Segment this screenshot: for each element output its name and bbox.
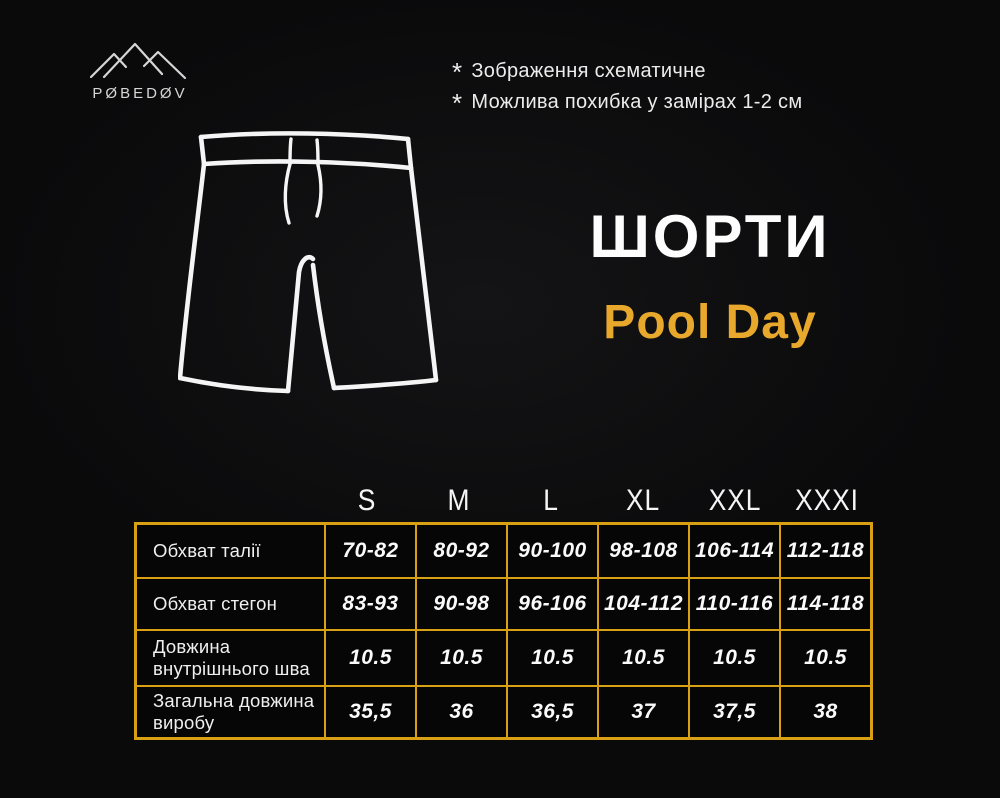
cell-value: 83-93 [326, 579, 415, 629]
note-line: * Можлива похибка у замірах 1-2 см [452, 88, 803, 119]
note-text: Зображення схематичне [471, 60, 706, 82]
row-label: Обхват стегон [137, 579, 324, 629]
size-header-row: S M L XL XXL XXXI [134, 478, 873, 518]
brand-name: PØBEDØV [92, 85, 188, 102]
size-column-header: M [447, 484, 471, 517]
title-block: ШОРТИ Pool Day [540, 202, 880, 350]
size-column-header: S [357, 484, 377, 517]
product-name-subtitle: Pool Day [603, 296, 817, 349]
cell-value: 36 [417, 687, 506, 737]
cell-value: 112-118 [781, 525, 870, 577]
size-table: Обхват талії 70-82 80-92 90-100 98-108 106-11… [134, 522, 873, 740]
size-column-header: XXL [708, 484, 762, 517]
cell-value: 37,5 [690, 687, 779, 737]
size-column-header: XL [625, 484, 661, 517]
cell-value: 90-100 [508, 525, 597, 577]
cell-value: 104-112 [599, 579, 688, 629]
note-bullet: * [452, 88, 463, 119]
cell-value: 90-98 [417, 579, 506, 629]
cell-value: 10.5 [690, 631, 779, 685]
cell-value: 10.5 [417, 631, 506, 685]
row-label: Довжина внутрішнього шва [137, 631, 324, 685]
cell-value: 38 [781, 687, 870, 737]
size-column-header: L [543, 484, 559, 517]
notes-list: * Зображення схематичне * Можлива похибк… [452, 57, 803, 123]
brand-logo: PØBEDØV [80, 38, 200, 102]
cell-value: 96-106 [508, 579, 597, 629]
cell-value: 36,5 [508, 687, 597, 737]
cell-value: 98-108 [599, 525, 688, 577]
cell-value: 110-116 [690, 579, 779, 629]
mountains-icon [89, 42, 187, 80]
cell-value: 10.5 [508, 631, 597, 685]
cell-value: 70-82 [326, 525, 415, 577]
row-label: Обхват талії [137, 525, 324, 577]
shorts-illustration [178, 131, 439, 394]
row-label: Загальна довжина виробу [137, 687, 324, 737]
cell-value: 37 [599, 687, 688, 737]
product-type-title: ШОРТИ [589, 203, 831, 270]
size-column-header: XXXI [795, 484, 859, 517]
cell-value: 10.5 [326, 631, 415, 685]
cell-value: 114-118 [781, 579, 870, 629]
note-bullet: * [452, 57, 463, 87]
cell-value: 106-114 [690, 525, 779, 577]
cell-value: 10.5 [599, 631, 688, 685]
note-text: Можлива похибка у замірах 1-2 см [471, 91, 803, 114]
cell-value: 10.5 [781, 631, 870, 685]
note-line: * Зображення схематичне [452, 57, 802, 87]
cell-value: 80-92 [417, 525, 506, 577]
cell-value: 35,5 [326, 687, 415, 737]
